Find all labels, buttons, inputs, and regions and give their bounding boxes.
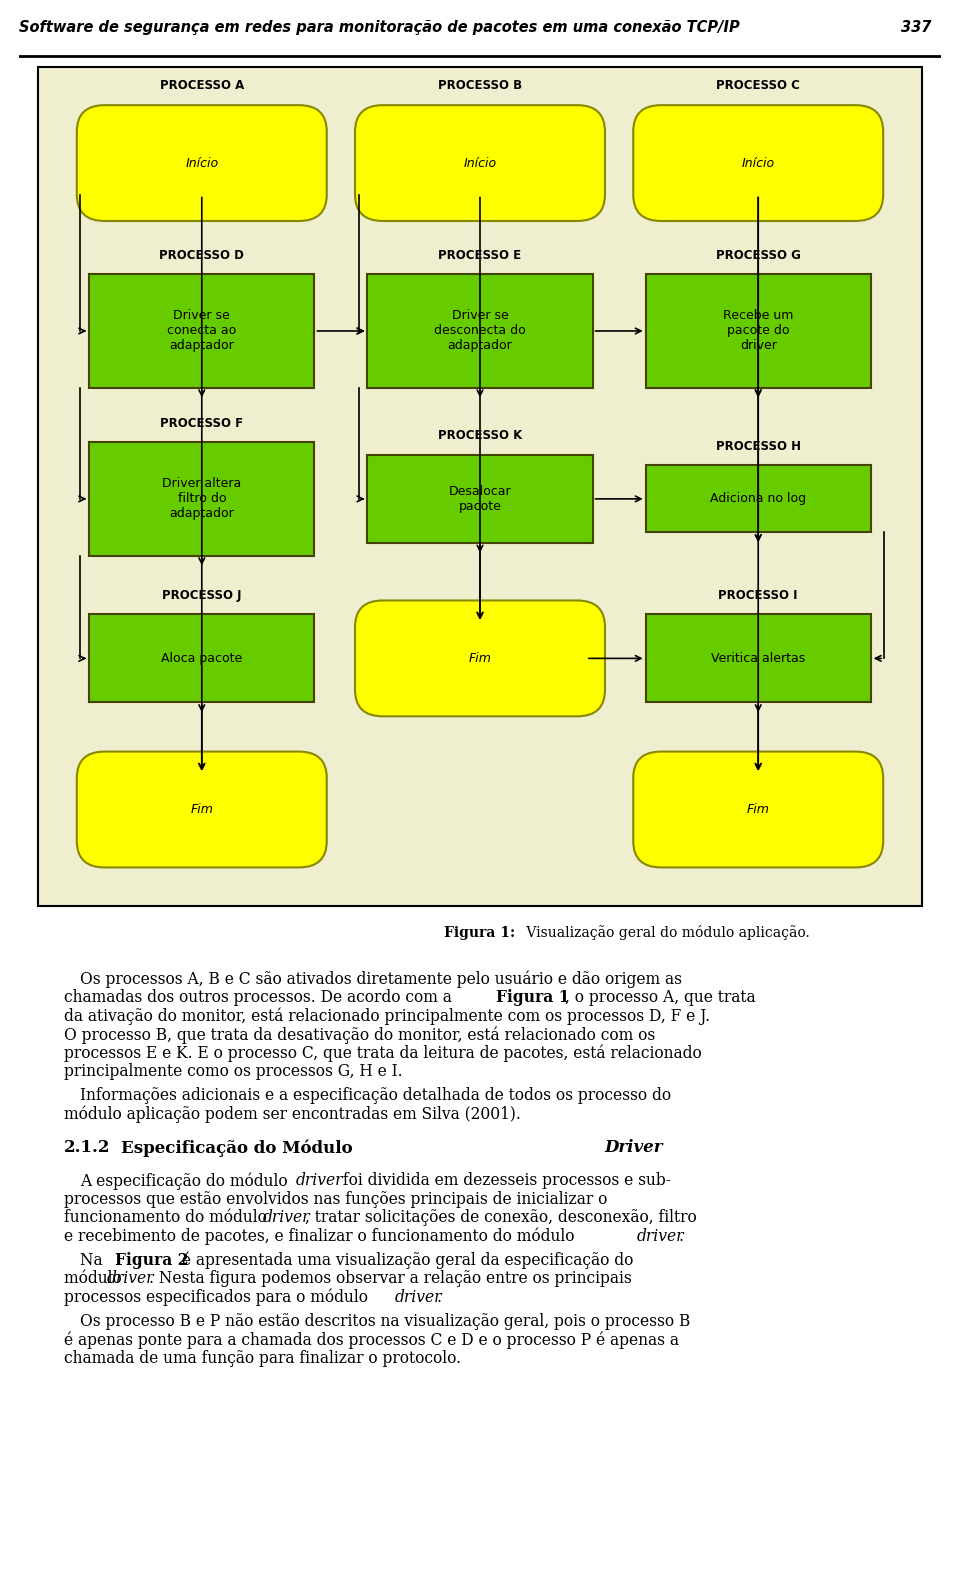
Text: chamada de uma função para finalizar o protocolo.: chamada de uma função para finalizar o p… [64,1350,462,1367]
Text: driver: driver [636,1228,684,1245]
Text: PROCESSO G: PROCESSO G [716,249,801,261]
FancyBboxPatch shape [645,274,871,388]
Text: PROCESSO H: PROCESSO H [716,440,801,453]
Text: , o processo A, que trata: , o processo A, que trata [564,990,756,1006]
Text: . Nesta figura podemos observar a relação entre os principais: . Nesta figura podemos observar a relaçã… [149,1270,632,1288]
Text: .: . [437,1289,442,1305]
FancyBboxPatch shape [355,105,605,222]
Text: , tratar solicitações de conexão, desconexão, filtro: , tratar solicitações de conexão, descon… [305,1210,697,1226]
FancyBboxPatch shape [645,615,871,702]
Text: Software de segurança em redes para monitoração de pacotes em uma conexão TCP/IP: Software de segurança em redes para moni… [19,21,740,35]
Text: da ativação do monitor, está relacionado principalmente com os processos D, F e : da ativação do monitor, está relacionado… [64,1007,710,1025]
Text: PROCESSO C: PROCESSO C [716,79,800,92]
FancyBboxPatch shape [89,274,314,388]
Text: 337: 337 [901,21,931,35]
Text: funcionamento do módulo: funcionamento do módulo [64,1210,272,1226]
Text: Na: Na [80,1251,108,1269]
Text: Fim: Fim [190,803,213,816]
Text: Informações adicionais e a especificação detalhada de todos os processo do: Informações adicionais e a especificação… [80,1087,671,1104]
FancyBboxPatch shape [77,105,326,222]
Text: Figura 2: Figura 2 [115,1251,188,1269]
Text: Visualização geral do módulo aplicação.: Visualização geral do módulo aplicação. [522,925,810,941]
Text: Fim: Fim [468,653,492,665]
Text: driver: driver [395,1289,442,1305]
Text: Início: Início [742,157,775,169]
Text: Figura 1:: Figura 1: [444,927,516,939]
FancyBboxPatch shape [368,455,592,543]
Text: Driver se
desconecta do
adaptador: Driver se desconecta do adaptador [434,309,526,353]
Text: Especificação do Módulo: Especificação do Módulo [121,1139,359,1156]
Text: PROCESSO I: PROCESSO I [718,589,798,602]
FancyBboxPatch shape [38,67,922,906]
Text: e recebimento de pacotes, e finalizar o funcionamento do módulo: e recebimento de pacotes, e finalizar o … [64,1228,580,1245]
FancyBboxPatch shape [634,105,883,222]
Text: módulo: módulo [64,1270,127,1288]
FancyBboxPatch shape [645,466,871,532]
Text: Adiciona no log: Adiciona no log [710,493,806,505]
Text: Veritica alertas: Veritica alertas [711,653,805,665]
Text: é apenas ponte para a chamada dos processos C e D e o processo P é apenas a: é apenas ponte para a chamada dos proces… [64,1332,679,1350]
Text: A especificação do módulo: A especificação do módulo [80,1172,292,1190]
Text: Desalocar
pacote: Desalocar pacote [448,485,512,513]
FancyBboxPatch shape [634,751,883,868]
Text: 2.1.2: 2.1.2 [64,1139,110,1156]
FancyBboxPatch shape [368,274,592,388]
Text: Recebe um
pacote do
driver: Recebe um pacote do driver [723,309,793,353]
Text: Driver altera
filtro do
adaptador: Driver altera filtro do adaptador [162,477,241,521]
Text: PROCESSO J: PROCESSO J [162,589,242,602]
Text: PROCESSO K: PROCESSO K [438,429,522,442]
FancyBboxPatch shape [355,600,605,716]
Text: driver: driver [296,1172,344,1190]
Text: processos que estão envolvidos nas funções principais de inicializar o: processos que estão envolvidos nas funçõ… [64,1191,608,1209]
Text: PROCESSO B: PROCESSO B [438,79,522,92]
Text: Driver se
conecta ao
adaptador: Driver se conecta ao adaptador [167,309,236,353]
Text: foi dividida em dezesseis processos e sub-: foi dividida em dezesseis processos e su… [338,1172,671,1190]
Text: processos E e K. E o processo C, que trata da leitura de pacotes, está relaciona: processos E e K. E o processo C, que tra… [64,1045,702,1063]
FancyBboxPatch shape [77,751,326,868]
Text: .: . [679,1228,684,1245]
Text: driver: driver [107,1270,154,1288]
Text: é apresentada uma visualização geral da especificação do: é apresentada uma visualização geral da … [178,1251,634,1269]
Text: PROCESSO A: PROCESSO A [159,79,244,92]
Text: PROCESSO D: PROCESSO D [159,249,244,261]
Text: chamadas dos outros processos. De acordo com a: chamadas dos outros processos. De acordo… [64,990,457,1006]
Text: Aloca pacote: Aloca pacote [161,653,243,665]
Text: Início: Início [464,157,496,169]
Text: módulo aplicação podem ser encontradas em Silva (2001).: módulo aplicação podem ser encontradas e… [64,1106,521,1123]
Text: Fim: Fim [747,803,770,816]
Text: Driver: Driver [604,1139,662,1156]
Text: Figura 1: Figura 1 [495,990,569,1006]
Text: processos especificados para o módulo: processos especificados para o módulo [64,1289,373,1307]
Text: driver: driver [263,1210,310,1226]
Text: Início: Início [185,157,218,169]
Text: Os processos A, B e C são ativados diretamente pelo usuário e dão origem as: Os processos A, B e C são ativados diret… [80,971,682,988]
Text: principalmente como os processos G, H e I.: principalmente como os processos G, H e … [64,1063,403,1080]
FancyBboxPatch shape [89,442,314,556]
FancyBboxPatch shape [89,615,314,702]
Text: O processo B, que trata da desativação do monitor, está relacionado com os: O processo B, que trata da desativação d… [64,1026,656,1044]
Text: PROCESSO F: PROCESSO F [160,417,243,429]
Text: Os processo B e P não estão descritos na visualização geral, pois o processo B: Os processo B e P não estão descritos na… [80,1313,690,1331]
Text: PROCESSO E: PROCESSO E [439,249,521,261]
